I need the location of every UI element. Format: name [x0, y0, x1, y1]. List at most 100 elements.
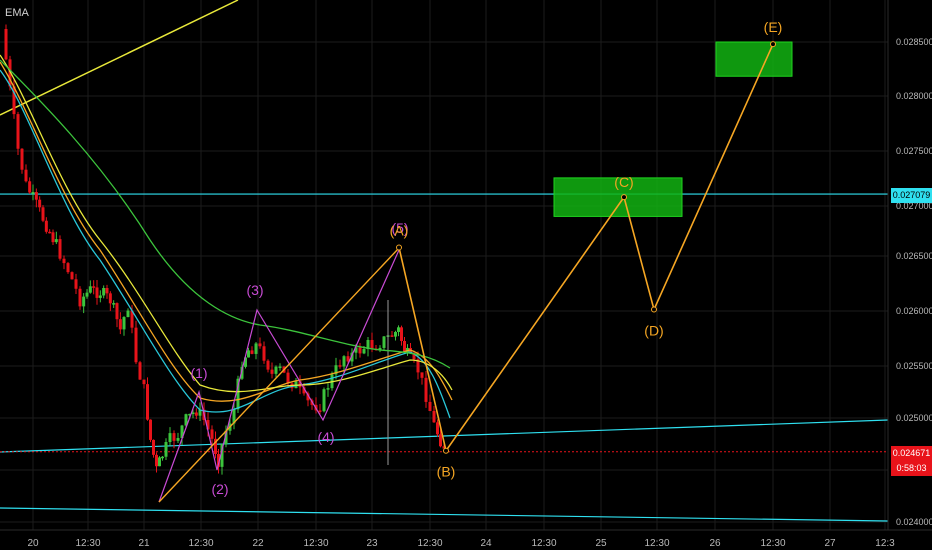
x-tick-label: 12:30 — [303, 538, 328, 549]
candle-body — [102, 288, 106, 296]
candle-body — [149, 419, 152, 440]
candle-body — [51, 232, 55, 243]
candle-body — [232, 409, 236, 424]
candle-body — [278, 366, 282, 369]
candle-body — [382, 336, 386, 348]
y-tick-label: 0.027500 — [896, 146, 932, 156]
y-tick-label: 0.028500 — [896, 37, 932, 47]
candle-body — [244, 357, 247, 367]
candle-body — [270, 369, 274, 374]
orange-channel-line — [158, 247, 400, 503]
candle-body — [220, 444, 224, 467]
candle-body — [66, 263, 70, 273]
candle-body — [416, 359, 420, 373]
candle-body — [286, 372, 290, 384]
projection-label-c: (C) — [614, 174, 633, 190]
projection-path — [398, 43, 774, 453]
candle-body — [152, 439, 155, 455]
candle-body — [44, 220, 48, 232]
ema-line — [0, 61, 453, 402]
candle-body — [98, 295, 102, 298]
candle-body — [85, 292, 89, 297]
y-tick-label: 0.025500 — [896, 361, 932, 371]
candle-body — [95, 287, 99, 298]
candle-body — [191, 412, 195, 414]
x-tick-label: 20 — [27, 538, 39, 549]
projection-point — [443, 447, 449, 454]
yellow-trendline — [0, 0, 239, 116]
candle-body — [436, 422, 439, 435]
candle-body — [168, 433, 172, 443]
x-tick-label: 22 — [252, 538, 264, 549]
candle-body — [412, 353, 416, 360]
candle-body — [258, 343, 262, 347]
candle-body — [210, 429, 214, 439]
upper-trendline — [0, 419, 889, 453]
candle-body — [28, 181, 32, 193]
candle-body — [105, 288, 109, 294]
candle-body — [4, 29, 8, 60]
cyan-level-price-tag: 0.027079 — [891, 188, 932, 203]
x-tick-label: 24 — [480, 538, 492, 549]
projection-point — [621, 194, 627, 201]
x-tick-label: 12:30 — [188, 538, 213, 549]
wave-label-2: (2) — [211, 481, 228, 497]
candle-body — [428, 401, 432, 411]
projection-point — [396, 244, 402, 251]
candle-body — [48, 231, 52, 234]
candle-body — [206, 419, 210, 430]
ema-lines — [0, 54, 453, 419]
candle-body — [198, 409, 202, 416]
candle-body — [122, 317, 126, 330]
x-tick-label: 12:30 — [760, 538, 785, 549]
target-zone-e — [715, 41, 793, 77]
candle-body — [134, 327, 138, 363]
candle-body — [161, 456, 164, 459]
x-tick-label: 21 — [138, 538, 150, 549]
candle-body — [58, 239, 62, 259]
grid — [0, 0, 888, 530]
candle-body — [397, 327, 400, 332]
candle-body — [432, 410, 436, 423]
candle-body — [142, 379, 146, 385]
candle-body — [318, 410, 322, 412]
candle-body — [350, 352, 354, 362]
candle-body — [217, 454, 220, 467]
candle-body — [78, 288, 82, 307]
candle-body — [442, 446, 446, 449]
x-tick-label: 26 — [709, 538, 721, 549]
candle-body — [302, 387, 306, 394]
candle-body — [400, 327, 403, 341]
candle-body — [214, 438, 217, 455]
projection-point — [651, 306, 657, 313]
x-tick-label: 23 — [366, 538, 378, 549]
candle-body — [176, 438, 180, 441]
candle-body — [254, 343, 258, 354]
candle-body — [390, 335, 394, 337]
x-tick-label: 27 — [824, 538, 836, 549]
candle-body — [155, 454, 158, 467]
projection-label-d: (D) — [644, 323, 663, 339]
candle-body — [184, 414, 188, 426]
candle-body — [236, 378, 240, 410]
candle-body — [112, 303, 116, 305]
projection-label-b: (B) — [437, 464, 456, 480]
x-tick-label: 12:30 — [417, 538, 442, 549]
y-tick-label: 0.026000 — [896, 306, 932, 316]
candle-body — [306, 393, 310, 401]
impulse-wave-line — [158, 249, 400, 503]
candle-body — [424, 377, 428, 402]
candle-body — [334, 365, 338, 375]
wave-label-1: (1) — [190, 365, 207, 381]
candle-body — [394, 331, 397, 337]
wave-label-3: (3) — [246, 282, 263, 298]
target-zone-c — [553, 177, 683, 217]
candle-body — [31, 192, 35, 194]
indicator-label[interactable]: EMA — [5, 7, 29, 19]
y-tick-label: 0.028000 — [896, 91, 932, 101]
x-tick-label: 25 — [595, 538, 607, 549]
y-tick-label: 0.025000 — [896, 413, 932, 423]
candle-body — [362, 349, 366, 354]
candle-body — [180, 425, 184, 439]
